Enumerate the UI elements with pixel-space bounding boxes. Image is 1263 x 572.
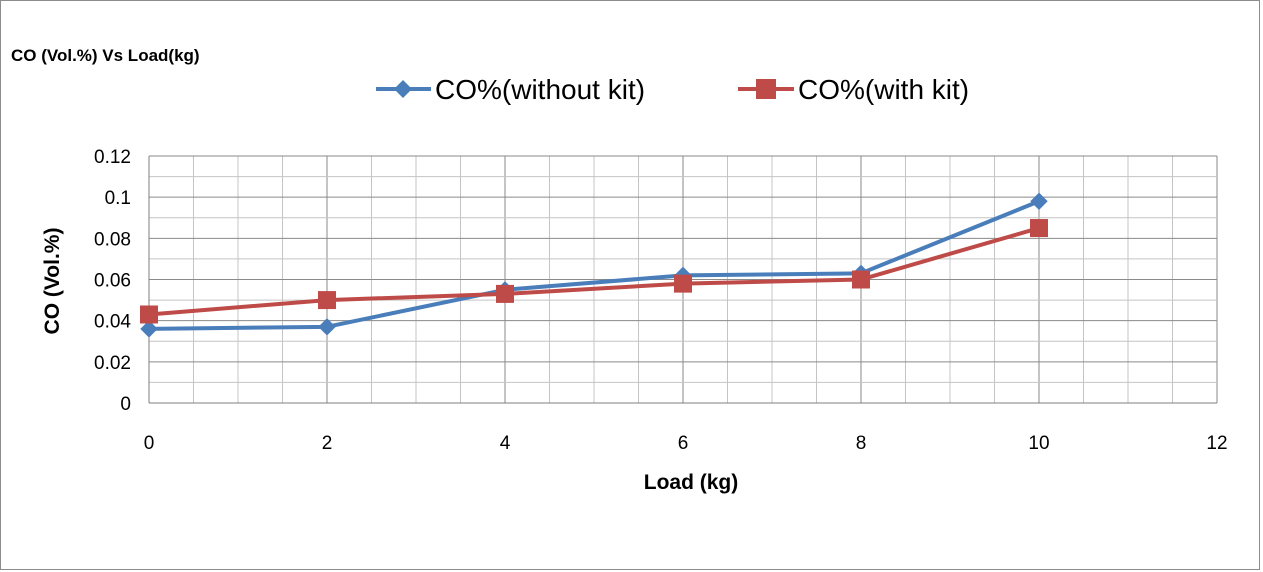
legend-entry-without-kit: CO%(without kit)	[376, 74, 645, 105]
x-tick-label: 8	[856, 433, 867, 454]
data-point-square	[1030, 219, 1048, 238]
axes	[148, 156, 1217, 404]
data-point-square	[496, 284, 514, 303]
tick-labels: 0 2 4 6 8 10 12 0 0.02 0.04 0.06 0.08 0.1 0.12	[94, 147, 1228, 454]
data-point-diamond	[140, 320, 158, 338]
data-point-square	[852, 270, 870, 289]
x-tick-label: 4	[500, 433, 511, 454]
series-with-kit	[140, 219, 1048, 324]
x-tick-label: 6	[678, 433, 689, 454]
legend: CO%(without kit) CO%(with kit)	[376, 74, 969, 105]
y-axis-title: CO (Vol.%)	[41, 228, 64, 335]
y-tick-label: 0.02	[94, 353, 131, 374]
data-point-square	[674, 274, 692, 293]
y-tick-label: 0.12	[94, 147, 131, 168]
data-point-diamond	[1030, 192, 1048, 210]
legend-entry-with-kit: CO%(with kit)	[738, 74, 969, 105]
series-line	[148, 226, 1040, 317]
y-tick-label: 0.06	[94, 271, 131, 292]
y-tick-label: 0.04	[94, 312, 131, 333]
x-tick-label: 0	[144, 433, 155, 454]
legend-label-with-kit: CO%(with kit)	[798, 74, 969, 105]
data-point-square	[318, 291, 336, 310]
y-tick-label: 0.08	[94, 229, 131, 250]
legend-marker-square	[756, 79, 776, 99]
series-line	[148, 199, 1040, 331]
legend-label-without-kit: CO%(without kit)	[435, 74, 645, 105]
x-tick-label: 12	[1206, 433, 1227, 454]
y-tick-label: 0.1	[105, 188, 131, 209]
x-tick-label: 2	[322, 433, 333, 454]
x-axis-title: Load (kg)	[644, 471, 739, 494]
data-point-diamond	[318, 318, 336, 336]
x-tick-label: 10	[1028, 433, 1049, 454]
data-point-square	[140, 305, 158, 324]
chart-title: CO (Vol.%) Vs Load(kg)	[11, 46, 200, 65]
legend-marker-diamond	[394, 80, 412, 98]
series-layer	[140, 192, 1048, 338]
y-tick-label: 0	[120, 394, 131, 415]
